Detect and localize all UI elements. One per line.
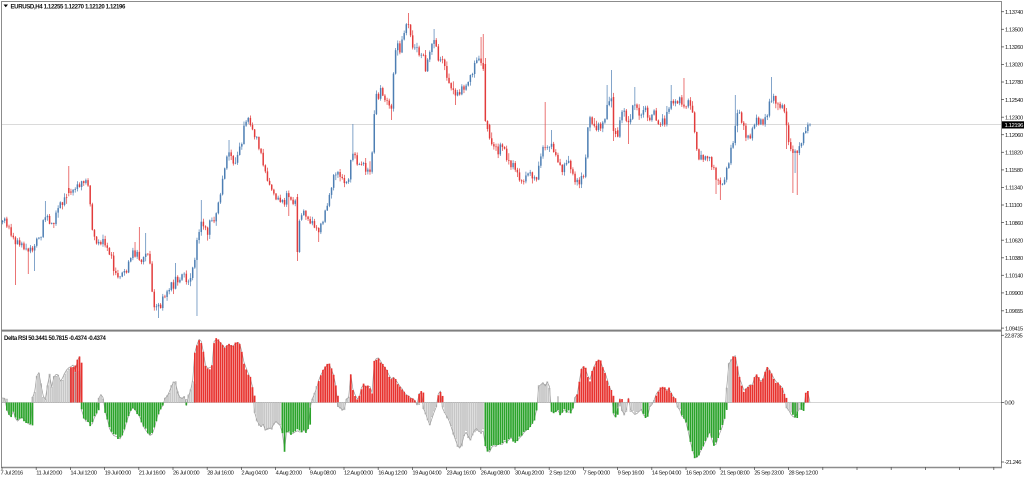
svg-text:21 Sep 08:00: 21 Sep 08:00 <box>720 471 749 477</box>
svg-text:Delta RSI 50.3441 50.7815 -0.4: Delta RSI 50.3441 50.7815 -0.4374 -0.437… <box>4 336 107 342</box>
svg-text:1.12780: 1.12780 <box>1005 80 1023 86</box>
svg-text:19 Aug 04:00: 19 Aug 04:00 <box>412 471 441 477</box>
svg-text:2 Aug 04:00: 2 Aug 04:00 <box>241 471 267 477</box>
svg-text:12 Aug 00:00: 12 Aug 00:00 <box>344 471 373 477</box>
svg-text:14 Jul 12:00: 14 Jul 12:00 <box>70 471 96 477</box>
svg-text:22.8735: 22.8735 <box>1005 334 1023 340</box>
svg-text:21 Jul 16:00: 21 Jul 16:00 <box>139 471 165 477</box>
svg-text:11 Jul 20:00: 11 Jul 20:00 <box>36 471 62 477</box>
svg-text:1.09900: 1.09900 <box>1005 291 1023 297</box>
svg-text:28 Jul 16:00: 28 Jul 16:00 <box>207 471 233 477</box>
svg-text:30 Aug 20:00: 30 Aug 20:00 <box>515 471 544 477</box>
svg-text:1.12300: 1.12300 <box>1005 115 1023 121</box>
svg-text:7 Sep 00:00: 7 Sep 00:00 <box>583 471 610 477</box>
svg-text:1.11820: 1.11820 <box>1005 151 1023 157</box>
svg-text:1.11100: 1.11100 <box>1005 203 1022 209</box>
svg-text:1.10380: 1.10380 <box>1005 256 1023 262</box>
svg-text:1.10140: 1.10140 <box>1005 274 1023 280</box>
svg-text:-21.246: -21.246 <box>1005 460 1022 466</box>
svg-text:23 Aug 16:00: 23 Aug 16:00 <box>447 471 476 477</box>
svg-text:7 Jul 2016: 7 Jul 2016 <box>1 471 23 477</box>
svg-text:1.11340: 1.11340 <box>1005 186 1023 192</box>
svg-text:9 Sep 16:00: 9 Sep 16:00 <box>618 471 645 477</box>
svg-text:9 Aug 08:00: 9 Aug 08:00 <box>310 471 336 477</box>
svg-text:26 Jul 00:00: 26 Jul 00:00 <box>173 471 199 477</box>
svg-text:1.10620: 1.10620 <box>1005 238 1023 244</box>
svg-text:1.11580: 1.11580 <box>1005 168 1023 174</box>
svg-text:2 Sep 12:00: 2 Sep 12:00 <box>549 471 576 477</box>
svg-text:0.00: 0.00 <box>1005 401 1015 407</box>
svg-text:1.13740: 1.13740 <box>1005 10 1023 16</box>
svg-text:1.13020: 1.13020 <box>1005 63 1023 69</box>
svg-text:25 Sep 23:00: 25 Sep 23:00 <box>754 471 783 477</box>
svg-text:1.13260: 1.13260 <box>1005 45 1023 51</box>
svg-text:26 Aug 08:00: 26 Aug 08:00 <box>481 471 510 477</box>
svg-text:1.13500: 1.13500 <box>1005 28 1023 34</box>
svg-text:4 Aug 20:00: 4 Aug 20:00 <box>276 471 302 477</box>
svg-text:1.12540: 1.12540 <box>1005 98 1023 104</box>
svg-text:16 Sep 20:00: 16 Sep 20:00 <box>686 471 715 477</box>
svg-text:EURUSD,H4 1.12255 1.12270 1.1: EURUSD,H4 1.12255 1.12270 1.12120 1.1219… <box>11 3 127 10</box>
svg-text:19 Jul 00:00: 19 Jul 00:00 <box>105 471 131 477</box>
svg-text:14 Sep 04:00: 14 Sep 04:00 <box>652 471 681 477</box>
svg-text:1.10860: 1.10860 <box>1005 221 1023 227</box>
svg-text:16 Aug 12:00: 16 Aug 12:00 <box>378 471 407 477</box>
svg-text:1.12060: 1.12060 <box>1005 133 1023 139</box>
svg-text:1.09655: 1.09655 <box>1005 309 1023 315</box>
svg-text:1.09415: 1.09415 <box>1005 326 1023 332</box>
svg-text:1.12196: 1.12196 <box>1005 123 1024 129</box>
svg-text:28 Sep 12:00: 28 Sep 12:00 <box>789 471 818 477</box>
